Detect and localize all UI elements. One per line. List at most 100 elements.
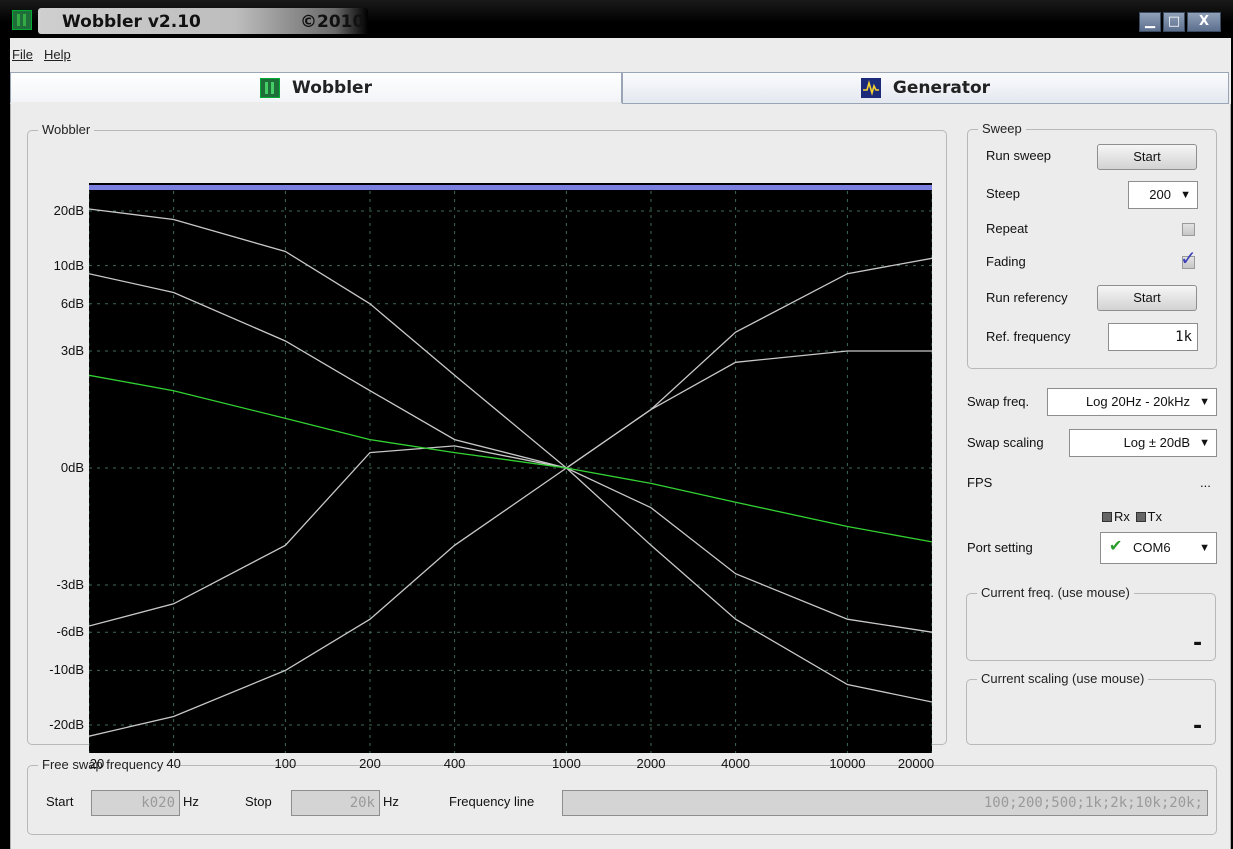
- tab-wobbler[interactable]: Wobbler: [10, 72, 622, 104]
- y-tick-label: 6dB: [60, 295, 84, 311]
- stop-frequency-input[interactable]: 20k: [291, 790, 380, 816]
- chevron-down-icon: ▼: [1199, 396, 1210, 408]
- chart-background: [89, 183, 932, 753]
- y-tick-label: 20dB: [53, 203, 84, 219]
- title-plate: [38, 8, 368, 34]
- wobbler-icon: [260, 77, 281, 98]
- current-freq-label: Current freq. (use mouse): [977, 585, 1134, 600]
- swap-scaling-value: Log ± 20dB: [1123, 435, 1190, 450]
- ref-frequency-label: Ref. frequency: [986, 329, 1071, 344]
- port-leds: Rx Tx: [1102, 509, 1162, 524]
- current-scaling-value: -: [1193, 714, 1203, 739]
- window-title: Wobbler v2.10: [62, 12, 201, 32]
- port-setting-label: Port setting: [967, 540, 1033, 555]
- repeat-label: Repeat: [986, 221, 1028, 236]
- chevron-down-icon: ▼: [1180, 189, 1191, 201]
- generator-icon: [860, 78, 881, 98]
- current-freq-group: Current freq. (use mouse): [966, 585, 1216, 661]
- swap-freq-value: Log 20Hz - 20kHz: [1085, 394, 1190, 409]
- menu-help[interactable]: Help: [44, 47, 71, 62]
- stop-unit: Hz: [383, 794, 399, 809]
- current-freq-value: -: [1193, 631, 1203, 656]
- y-tick-label: -3dB: [56, 577, 84, 592]
- y-tick-label: -20dB: [49, 716, 84, 732]
- run-reference-start-button[interactable]: Start: [1097, 285, 1197, 311]
- series-line-3: [89, 257, 932, 627]
- series-line-5: [89, 374, 932, 543]
- fading-checkbox[interactable]: [1182, 256, 1195, 269]
- tab-strip: Wobbler Generator: [10, 70, 1231, 104]
- port-select[interactable]: ✔ COM6 ▼: [1100, 532, 1217, 564]
- x-tick-label: 20000: [897, 756, 935, 771]
- swap-freq-select[interactable]: Log 20Hz - 20kHz ▼: [1047, 388, 1217, 416]
- x-tick-label: 200: [359, 756, 381, 771]
- x-tick-label: 100: [274, 756, 297, 771]
- x-tick-label: 10000: [829, 756, 866, 771]
- app-icon: [12, 10, 32, 30]
- menu-file[interactable]: File: [12, 47, 33, 62]
- chart-top-bar: [89, 185, 932, 190]
- current-scaling-group: Current scaling (use mouse): [966, 671, 1216, 745]
- tab-page: [10, 104, 1231, 849]
- run-sweep-label: Run sweep: [986, 148, 1052, 163]
- swap-freq-label: Swap freq.: [967, 394, 1030, 409]
- start-unit: Hz: [183, 794, 199, 809]
- run-sweep-start-button[interactable]: Start: [1097, 144, 1197, 170]
- chevron-down-icon: ▼: [1199, 437, 1210, 449]
- free-swap-label: Free swap frequency: [38, 757, 168, 772]
- fading-check-icon: ✓: [1180, 246, 1197, 270]
- window-controls: ▁ □ X: [1139, 12, 1221, 32]
- y-tick-label: 10dB: [53, 257, 84, 273]
- sweep-group-label: Sweep: [978, 121, 1026, 136]
- fps-label: FPS: [967, 475, 993, 490]
- series-line-1: [89, 208, 932, 703]
- start-label: Start: [46, 794, 74, 809]
- minimize-button[interactable]: ▁: [1139, 12, 1161, 32]
- tab-wobbler-label: Wobbler: [292, 77, 372, 98]
- x-tick-label: 4000: [721, 756, 751, 771]
- current-scaling-label: Current scaling (use mouse): [977, 671, 1149, 686]
- swap-scaling-label: Swap scaling: [967, 435, 1044, 450]
- steep-value: 200: [1149, 187, 1171, 202]
- tx-label: Tx: [1147, 509, 1162, 524]
- rx-label: Rx: [1114, 509, 1130, 524]
- repeat-checkbox[interactable]: [1182, 223, 1195, 236]
- stop-label: Stop: [245, 794, 272, 809]
- x-tick-label: 1000: [551, 756, 581, 771]
- fading-label: Fading: [986, 254, 1026, 269]
- swap-scaling-select[interactable]: Log ± 20dB ▼: [1069, 429, 1217, 457]
- x-tick-label: 400: [443, 756, 466, 771]
- response-chart[interactable]: [89, 183, 932, 753]
- port-ok-check-icon: ✔: [1109, 538, 1123, 555]
- plot-area[interactable]: [89, 183, 932, 753]
- tab-generator[interactable]: Generator: [622, 72, 1229, 104]
- client-area: File Help Wobbler Generator Wobbler Swee…: [10, 38, 1231, 849]
- sweep-group: Sweep: [967, 121, 1217, 369]
- close-button[interactable]: X: [1187, 12, 1221, 32]
- x-tick-label: 40: [166, 756, 181, 771]
- y-tick-label: -10dB: [49, 662, 84, 678]
- run-reference-label: Run referency: [986, 290, 1068, 305]
- title-bar: Wobbler v2.10 ©2010 ▁ □ X: [0, 0, 1233, 38]
- copyright-text: ©2010: [300, 12, 365, 32]
- maximize-button[interactable]: □: [1163, 12, 1185, 32]
- start-frequency-input[interactable]: k020: [91, 790, 180, 816]
- steep-label: Steep: [986, 186, 1020, 201]
- x-tick-label: 2000: [636, 756, 666, 771]
- tx-led-icon: [1135, 512, 1146, 522]
- series-line-4: [89, 350, 932, 737]
- y-tick-label: 0dB: [60, 460, 84, 475]
- chevron-down-icon: ▼: [1199, 542, 1210, 554]
- menu-bar: File Help: [10, 38, 1231, 70]
- y-tick-label: -6dB: [56, 624, 84, 640]
- x-tick-label: 20: [89, 756, 105, 771]
- fps-value: ...: [1200, 475, 1211, 490]
- wobbler-group-label: Wobbler: [38, 122, 95, 137]
- rx-led-icon: [1102, 512, 1112, 522]
- frequency-line-label: Frequency line: [449, 794, 535, 809]
- steep-select[interactable]: 200 ▼: [1128, 181, 1198, 209]
- frequency-line-input[interactable]: 100;200;500;1k;2k;10k;20k;: [562, 790, 1208, 816]
- ref-frequency-input[interactable]: 1k: [1108, 323, 1198, 351]
- port-value: COM6: [1133, 540, 1171, 555]
- free-swap-group: Free swap frequency: [27, 757, 1217, 835]
